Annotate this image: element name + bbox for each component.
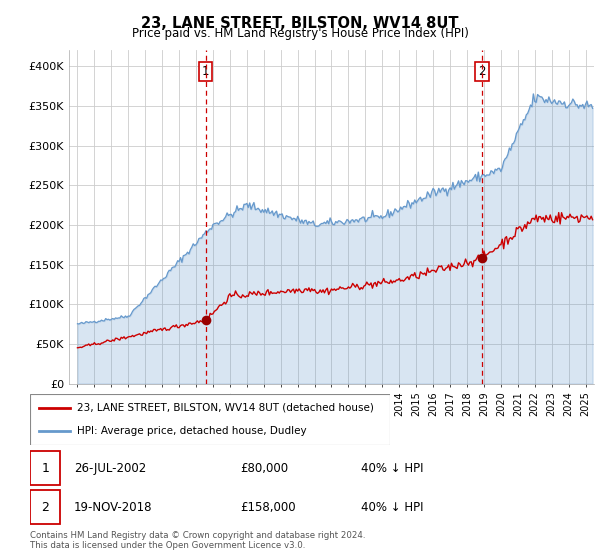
Text: 1: 1 [202,64,209,77]
Text: 19-NOV-2018: 19-NOV-2018 [74,501,152,514]
Text: Price paid vs. HM Land Registry's House Price Index (HPI): Price paid vs. HM Land Registry's House … [131,27,469,40]
FancyBboxPatch shape [30,394,390,445]
Text: £80,000: £80,000 [240,461,288,475]
Text: 26-JUL-2002: 26-JUL-2002 [74,461,146,475]
FancyBboxPatch shape [30,451,61,486]
Text: £158,000: £158,000 [240,501,295,514]
Text: 2: 2 [41,501,49,514]
Text: 40% ↓ HPI: 40% ↓ HPI [361,501,424,514]
Text: 2: 2 [478,64,486,77]
Text: 40% ↓ HPI: 40% ↓ HPI [361,461,424,475]
Text: HPI: Average price, detached house, Dudley: HPI: Average price, detached house, Dudl… [77,426,307,436]
Text: 23, LANE STREET, BILSTON, WV14 8UT: 23, LANE STREET, BILSTON, WV14 8UT [141,16,459,31]
Text: 1: 1 [41,461,49,475]
Text: 23, LANE STREET, BILSTON, WV14 8UT (detached house): 23, LANE STREET, BILSTON, WV14 8UT (deta… [77,403,374,413]
FancyBboxPatch shape [30,490,61,525]
Text: Contains HM Land Registry data © Crown copyright and database right 2024.
This d: Contains HM Land Registry data © Crown c… [30,531,365,550]
